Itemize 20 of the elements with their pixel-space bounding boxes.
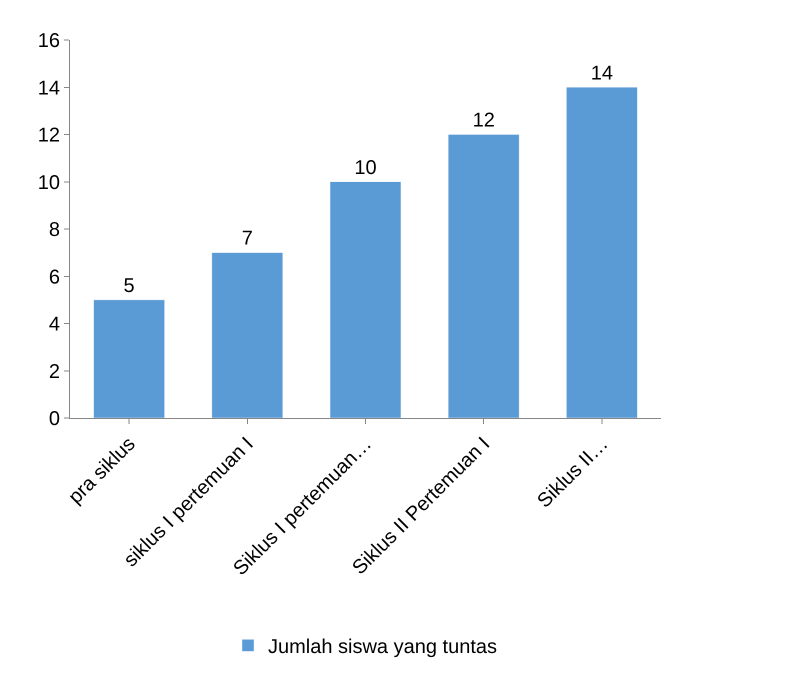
y-tick-label: 2: [48, 360, 60, 383]
y-tick-label: 0: [48, 408, 60, 430]
data-label: 5: [124, 274, 135, 297]
bar: [93, 300, 165, 418]
bar: [566, 87, 638, 418]
y-tick-label: 6: [48, 266, 60, 288]
y-tick-label: 10: [38, 172, 60, 194]
legend-label: Jumlah siswa yang tuntas: [268, 636, 498, 658]
data-label: 10: [354, 156, 377, 179]
bar: [448, 134, 520, 418]
data-label: 7: [242, 228, 253, 250]
y-tick-label: 16: [38, 30, 60, 52]
y-tick-label: 8: [48, 219, 60, 241]
data-label: 14: [590, 62, 614, 84]
y-tick-label: 14: [38, 77, 60, 100]
y-tick-label: 12: [38, 124, 60, 146]
bar: [330, 182, 402, 418]
bar: [212, 252, 284, 418]
y-tick-label: 4: [48, 314, 60, 336]
data-label: 12: [472, 110, 495, 132]
